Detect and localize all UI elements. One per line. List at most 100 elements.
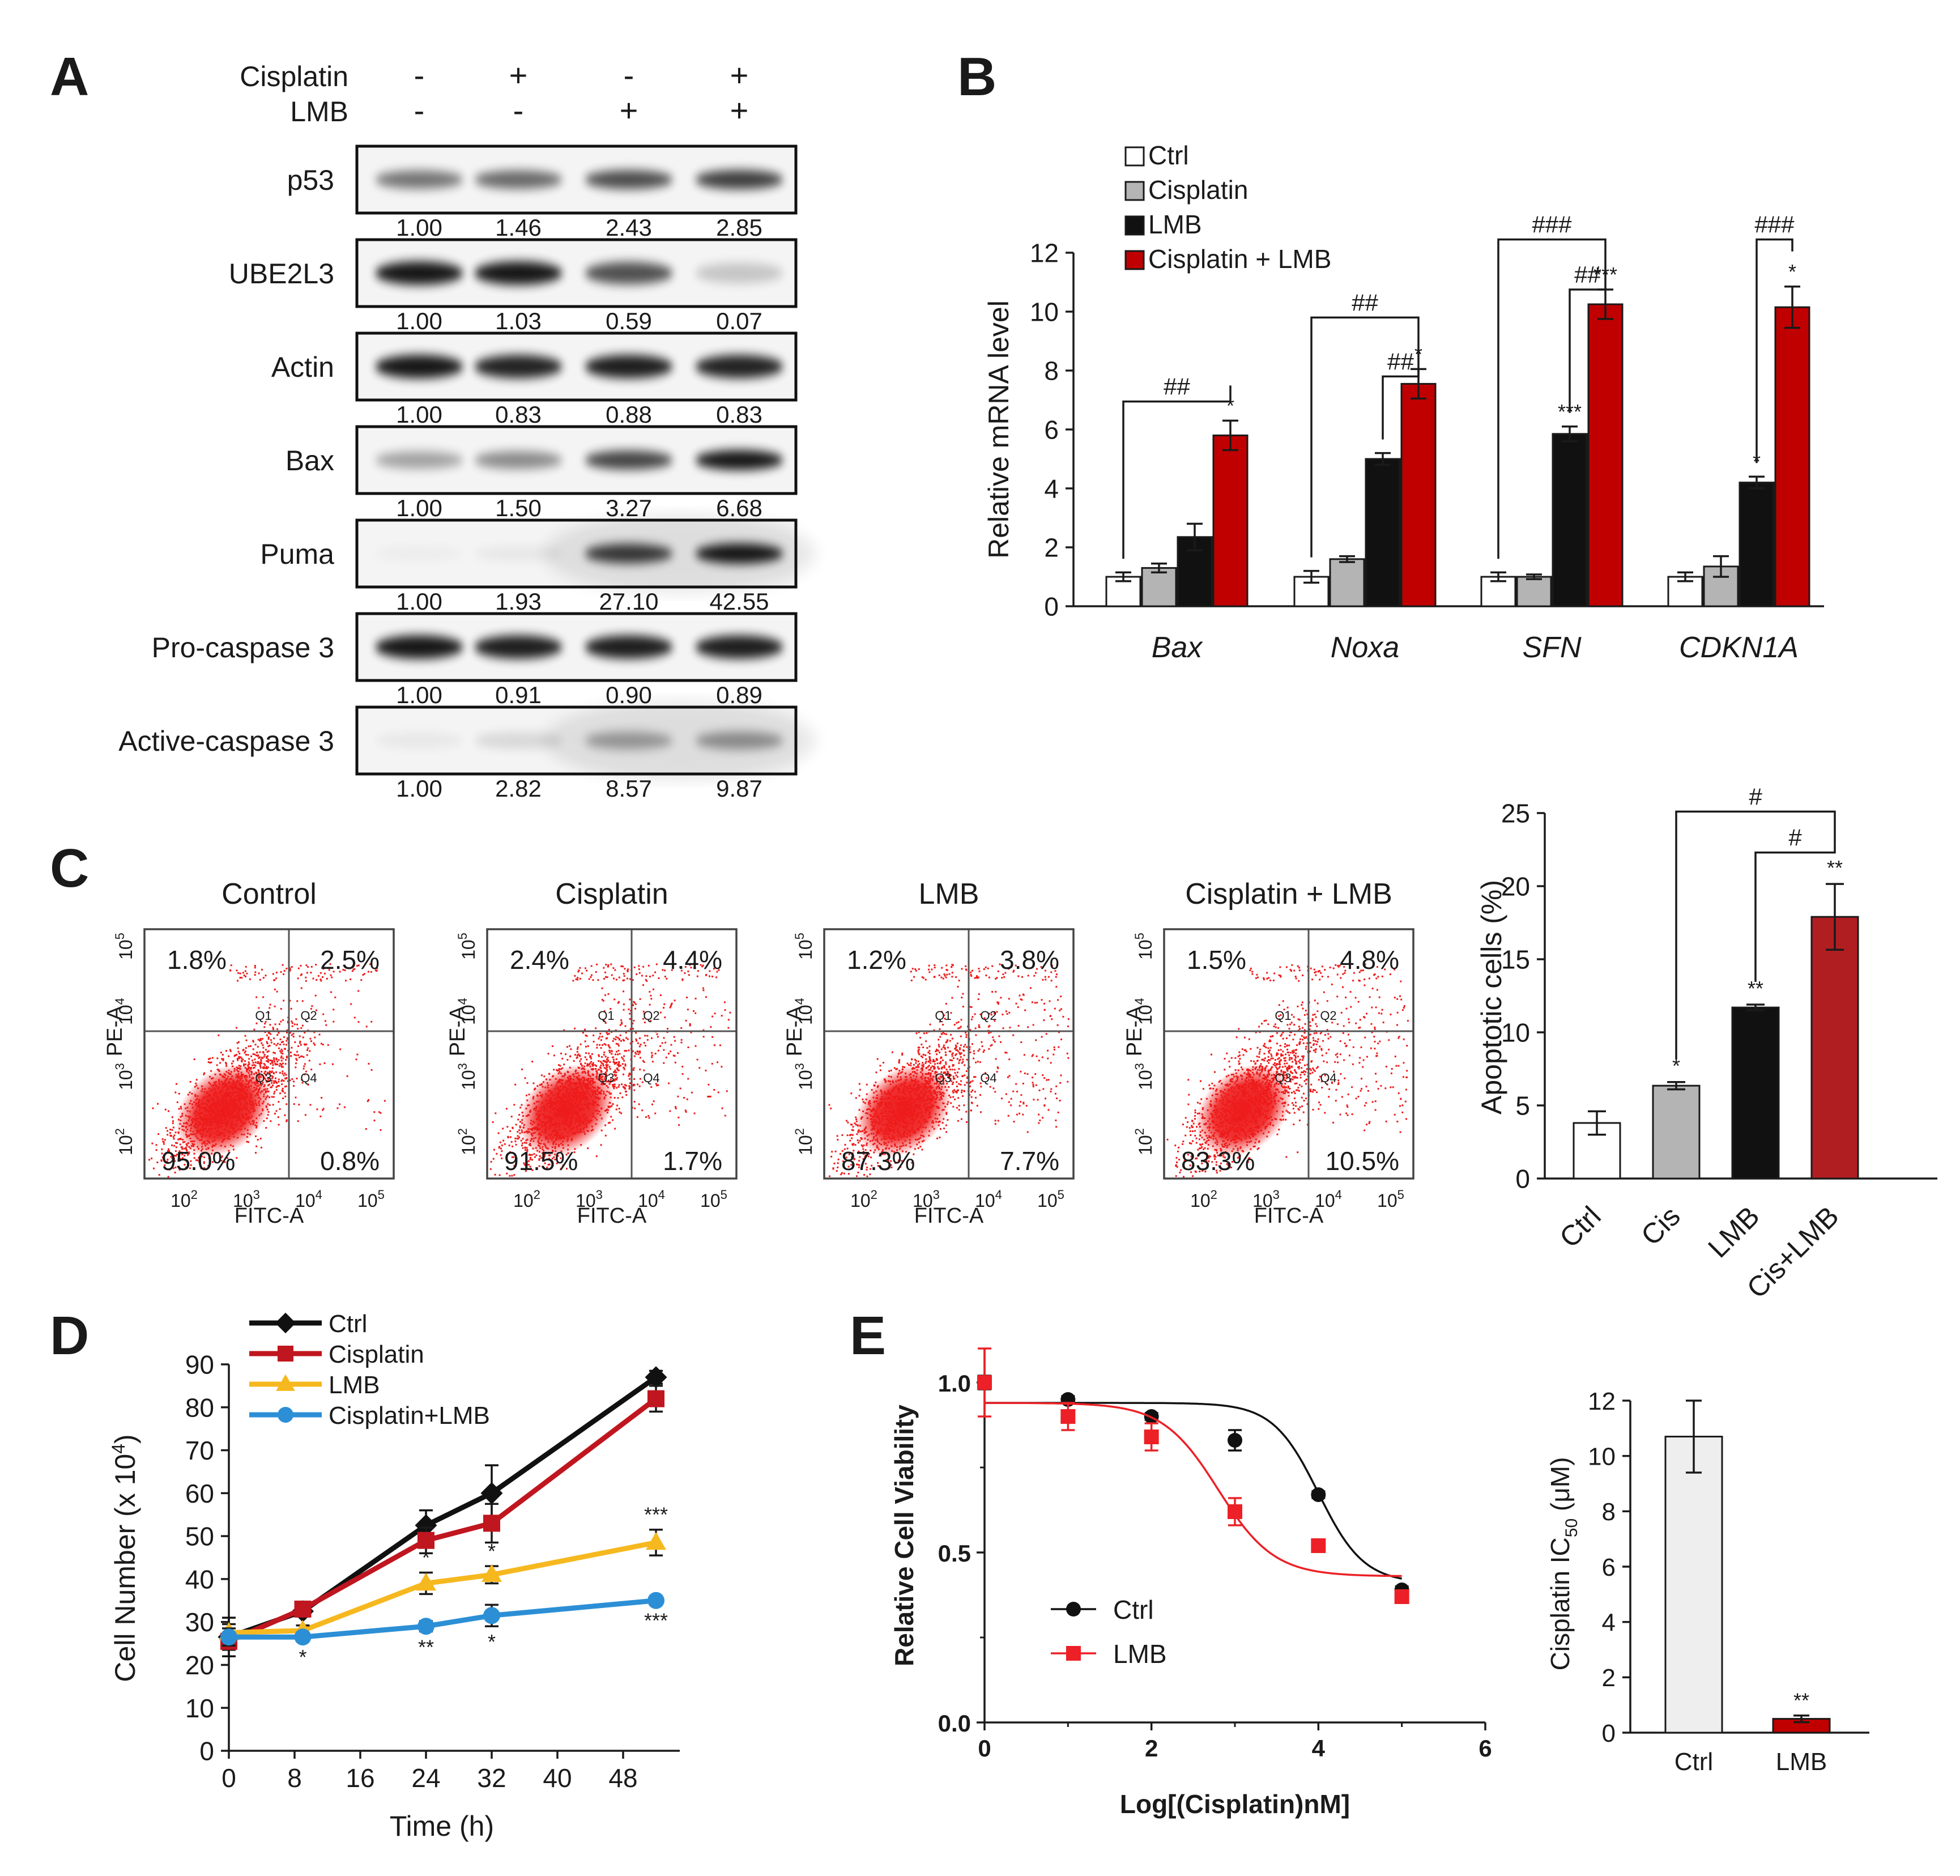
flow-dot — [549, 1099, 551, 1101]
flow-dot — [307, 1084, 309, 1086]
flow-dot — [208, 1113, 210, 1115]
flow-dot — [235, 1095, 237, 1097]
flow-dot — [582, 1032, 584, 1034]
flow-dot — [670, 1005, 672, 1007]
flow-dot — [536, 1127, 539, 1129]
flow-dot — [512, 1145, 514, 1147]
flow-dot — [1004, 1052, 1007, 1054]
flow-dot — [884, 1138, 886, 1141]
flow-dot — [559, 1128, 561, 1130]
flow-dot — [598, 1091, 600, 1093]
flow-dot — [909, 1146, 911, 1148]
flow-dot — [926, 1032, 928, 1034]
flow-dot — [271, 1080, 273, 1082]
flow-dot — [915, 1104, 918, 1106]
flow-dot — [977, 976, 979, 979]
flow-dot — [276, 990, 278, 993]
flow-dot — [245, 1097, 248, 1099]
flow-dot — [917, 1147, 919, 1149]
flow-dot — [220, 1118, 223, 1121]
flow-dot — [659, 1011, 662, 1014]
flow-dot — [939, 1036, 941, 1038]
flow-dot — [242, 1108, 244, 1110]
flow-dot — [542, 1152, 544, 1154]
quadrant-percent-q1: 2.4% — [510, 945, 569, 975]
flow-dot — [939, 1091, 941, 1093]
flow-dot — [681, 1066, 684, 1067]
flow-dot — [908, 1092, 910, 1094]
flow-dot — [592, 1091, 594, 1094]
flow-dot — [255, 1087, 258, 1090]
flow-dot — [550, 1091, 552, 1094]
flow-dot — [565, 1122, 568, 1125]
flow-dot — [190, 1124, 192, 1126]
flow-dot — [628, 1088, 630, 1090]
flow-dot — [559, 1090, 561, 1092]
flow-dot — [235, 1099, 237, 1101]
flow-dot — [941, 1122, 944, 1124]
flow-dot — [237, 1059, 239, 1061]
flow-dot — [218, 1080, 220, 1083]
flow-dot — [672, 965, 674, 968]
flow-dot — [275, 1081, 277, 1083]
flow-dot — [674, 999, 676, 1002]
flow-dot — [283, 1036, 285, 1038]
flow-dot — [655, 1083, 657, 1085]
flow-dot — [241, 1115, 244, 1117]
flow-dot — [894, 1143, 896, 1145]
bar-cisplatin-bax — [1141, 567, 1177, 607]
flow-dot — [863, 1132, 866, 1134]
flow-dot — [274, 1113, 276, 1114]
flow-dot — [538, 1114, 540, 1117]
flow-dot — [864, 1128, 867, 1130]
flow-dot — [168, 1151, 170, 1153]
flow-dot — [156, 1162, 159, 1163]
flow-dot — [522, 1126, 525, 1129]
flow-dot — [945, 1124, 947, 1126]
flow-dot — [502, 1139, 505, 1142]
flow-dot — [546, 1104, 548, 1106]
flow-dot — [226, 1084, 228, 1087]
flow-dot — [579, 967, 581, 969]
flow-dot — [237, 1067, 239, 1070]
legend-label: Cisplatin + LMB — [1148, 244, 1331, 274]
flow-dot — [897, 1109, 900, 1112]
flow-dot — [188, 1116, 190, 1117]
flow-dot — [928, 1089, 931, 1091]
x-axis-title: FITC-A — [577, 1204, 647, 1228]
flow-dot — [549, 1079, 551, 1080]
blot-quantification: 1.00 — [396, 308, 442, 334]
flow-dot — [930, 1093, 932, 1095]
flow-dot — [539, 1113, 541, 1116]
flow-dot — [571, 1095, 573, 1097]
flow-dot — [258, 1090, 260, 1092]
flow-dot — [638, 972, 641, 974]
flow-dot — [253, 1086, 255, 1088]
flow-dot — [285, 1078, 287, 1080]
flow-dot — [266, 1056, 268, 1058]
flow-dot — [232, 1128, 234, 1130]
flow-dot — [225, 1104, 227, 1106]
flow-dot — [278, 1078, 280, 1080]
flow-dot — [1005, 1052, 1008, 1054]
flow-dot — [601, 1082, 603, 1084]
flow-dot — [840, 1173, 842, 1176]
flow-dot — [519, 1121, 521, 1123]
flow-dot — [207, 1139, 209, 1142]
flow-dot — [913, 1079, 915, 1082]
flow-dot — [943, 1014, 945, 1016]
flow-dot — [539, 1155, 541, 1157]
flow-dot — [258, 972, 260, 975]
flow-dot — [874, 1119, 876, 1121]
flow-dot — [548, 1154, 550, 1156]
flow-dot — [572, 1109, 574, 1112]
flow-dot — [988, 1032, 990, 1034]
flow-dot — [367, 1100, 369, 1103]
flow-dot — [255, 1072, 258, 1074]
flow-dot — [618, 1039, 620, 1041]
flow-dot — [951, 1060, 953, 1061]
flow-dot — [664, 976, 666, 978]
flow-dot — [296, 1000, 299, 1002]
flow-dot — [292, 1036, 295, 1038]
flow-dot — [559, 1096, 561, 1098]
